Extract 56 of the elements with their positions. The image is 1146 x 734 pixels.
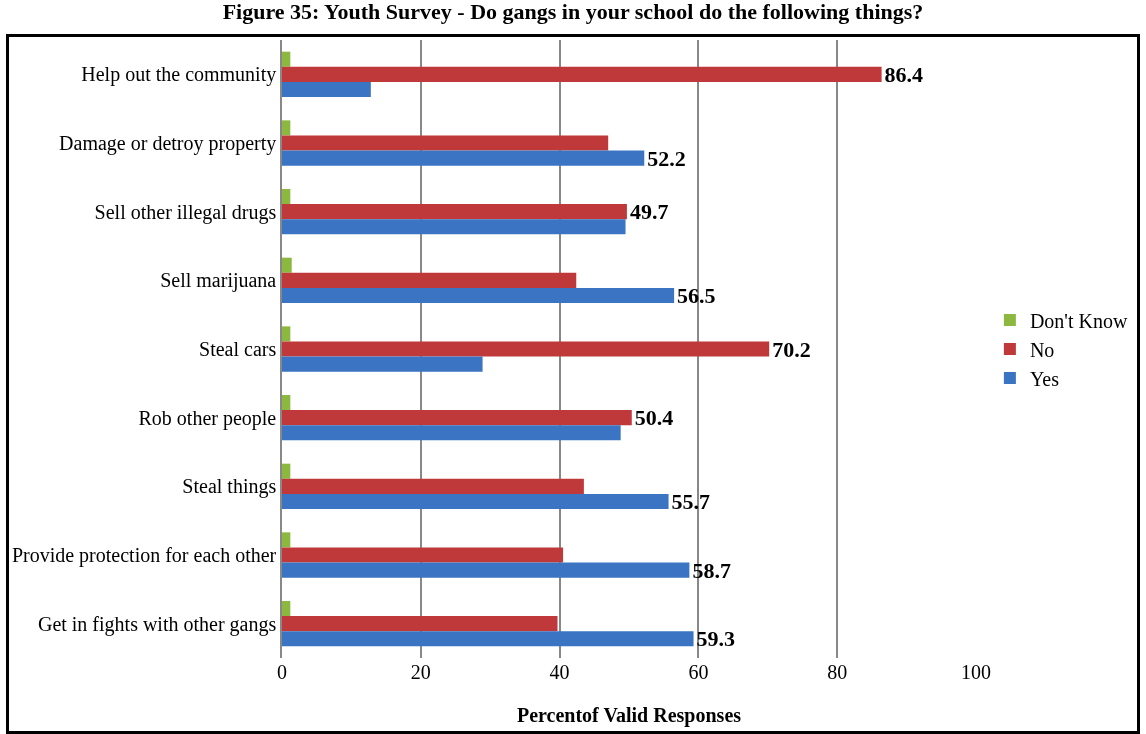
- x-tick-label: 0: [277, 661, 287, 683]
- bar: [282, 478, 584, 494]
- bar: [282, 463, 291, 479]
- y-tick-label: Damage or detroy property: [59, 132, 277, 155]
- x-tick-label: 100: [961, 661, 991, 683]
- bar: [282, 326, 291, 342]
- bar: [282, 272, 577, 288]
- bar: [282, 150, 645, 166]
- bar: [282, 287, 675, 303]
- bar: [282, 493, 669, 509]
- bar: [282, 66, 882, 82]
- y-tick-label: Provide protection for each other: [11, 544, 277, 567]
- bar: [282, 410, 632, 426]
- y-tick-label: Help out the community: [81, 63, 277, 87]
- data-label: 56.5: [677, 282, 716, 308]
- legend-label: No: [1029, 338, 1055, 361]
- bar: [282, 395, 291, 411]
- x-tick-label: 60: [688, 661, 709, 683]
- chart-title: Figure 35: Youth Survey - Do gangs in your school do the following things?: [222, 0, 924, 25]
- bar: [282, 562, 690, 578]
- bar: [282, 616, 558, 632]
- bar: [282, 601, 291, 617]
- bar: [282, 189, 291, 205]
- y-tick-label: Steal cars: [199, 338, 277, 360]
- bar: [282, 81, 371, 97]
- data-label: 59.3: [696, 626, 736, 652]
- x-tick-label: 80: [827, 661, 848, 683]
- data-label: 86.4: [884, 61, 924, 87]
- x-axis-title: Percentof Valid Responses: [516, 703, 742, 727]
- y-tick-label: Get in fights with other gangs: [37, 612, 277, 636]
- bar: [282, 532, 291, 548]
- y-tick-label: Sell other illegal drugs: [94, 200, 277, 224]
- data-label: 58.7: [692, 557, 731, 583]
- bar: [282, 356, 483, 372]
- bar: [282, 219, 626, 235]
- bar: [282, 425, 621, 441]
- data-label: 55.7: [671, 488, 711, 514]
- data-label: 70.2: [772, 336, 811, 362]
- bar: [282, 631, 694, 647]
- bar: [282, 341, 770, 357]
- data-label: 49.7: [629, 199, 669, 225]
- x-tick-label: 40: [549, 661, 570, 683]
- bar: [282, 135, 609, 151]
- legend-label: Don't Know: [1029, 309, 1128, 332]
- data-label: 52.2: [647, 145, 686, 171]
- legend-label: Yes: [1029, 367, 1060, 390]
- bar: [282, 547, 564, 563]
- y-tick-label: Sell marijuana: [160, 269, 277, 293]
- y-tick-label: Steal things: [182, 475, 277, 499]
- bar: [282, 51, 291, 67]
- data-label: 50.4: [634, 405, 674, 431]
- bar: [282, 204, 627, 220]
- y-tick-label: Rob other people: [138, 406, 277, 430]
- x-tick-label: 20: [410, 661, 431, 683]
- bar: [282, 257, 292, 273]
- bar: [282, 120, 291, 136]
